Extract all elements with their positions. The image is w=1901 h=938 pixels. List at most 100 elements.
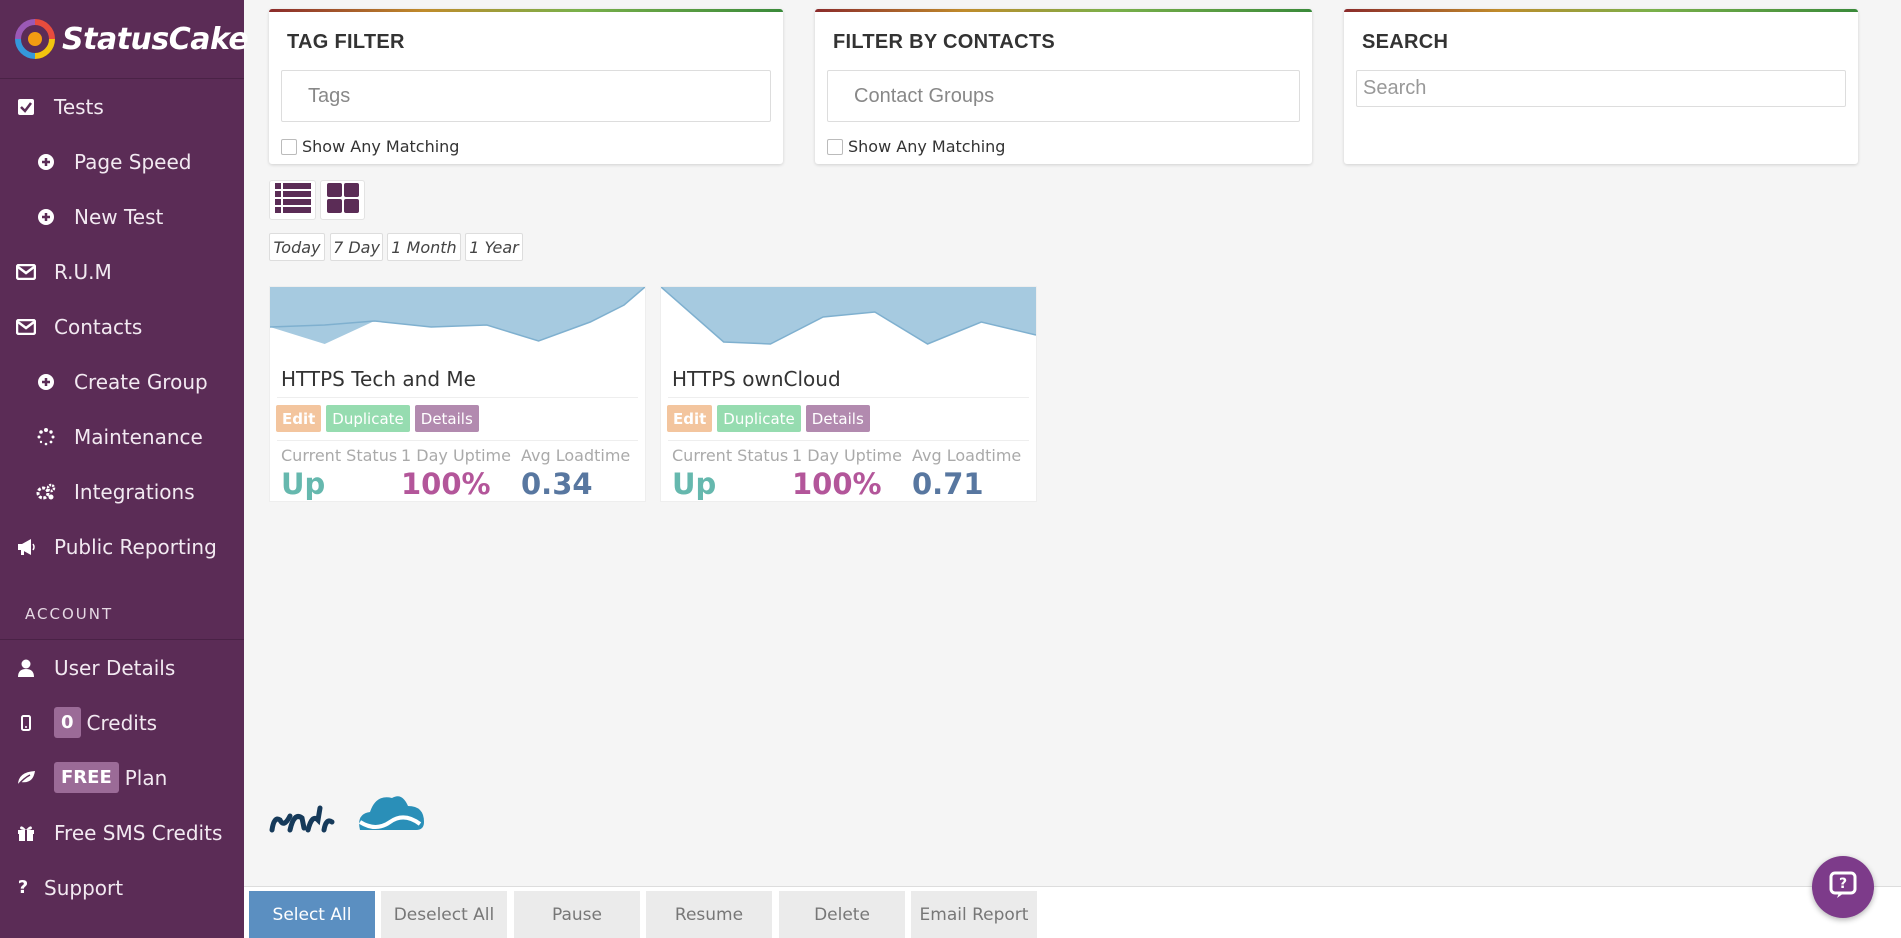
avg-loadtime-label: Avg Loadtime <box>912 446 1022 465</box>
check-square-icon <box>16 97 36 117</box>
test-name[interactable]: HTTPS ownCloud <box>672 367 841 391</box>
select-all-button[interactable]: Select All <box>249 891 375 938</box>
uptime-sparkline <box>270 287 645 344</box>
contact-groups-input[interactable]: Contact Groups <box>827 70 1300 122</box>
sidebar-item-tests[interactable]: Tests <box>0 79 244 134</box>
sidebar-item-free-sms-credits[interactable]: Free SMS Credits <box>0 805 244 860</box>
sidebar-item-new-test[interactable]: New Test <box>0 189 244 244</box>
help-chat-button[interactable]: ? <box>1812 856 1874 918</box>
test-card: HTTPS ownCloud Edit Duplicate Details Cu… <box>660 286 1037 502</box>
divider <box>668 397 1029 398</box>
details-button[interactable]: Details <box>414 405 479 432</box>
sidebar-item-user-details[interactable]: User Details <box>0 640 244 695</box>
envelope-icon <box>16 317 36 337</box>
sidebar-item-label: R.U.M <box>54 259 112 284</box>
cogs-icon <box>36 482 56 502</box>
email-report-button[interactable]: Email Report <box>911 891 1037 938</box>
sidebar-item-contacts[interactable]: Contacts <box>0 299 244 354</box>
edit-button[interactable]: Edit <box>276 405 322 432</box>
current-status-value: Up <box>672 467 717 501</box>
grid-view-icon <box>326 183 359 217</box>
account-nav: User Details 0 Credits FREE Plan Free SM… <box>0 640 244 915</box>
svg-text:?: ? <box>1839 876 1847 892</box>
search-input[interactable]: Search <box>1356 70 1846 107</box>
divider <box>668 440 1029 441</box>
divider <box>277 397 638 398</box>
list-view-button[interactable] <box>269 180 316 220</box>
current-status: Current Status Up <box>281 446 397 501</box>
details-button[interactable]: Details <box>805 405 870 432</box>
sidebar-item-label: New Test <box>74 204 164 229</box>
test-name[interactable]: HTTPS Tech and Me <box>281 367 476 391</box>
list-view-icon <box>274 183 311 217</box>
contacts-show-any-matching-checkbox[interactable] <box>827 138 843 155</box>
spinner-icon <box>36 427 56 447</box>
day-uptime-label: 1 Day Uptime <box>792 446 902 465</box>
sidebar-item-label: Integrations <box>74 479 195 504</box>
sidebar-item-support[interactable]: ? Support <box>0 860 244 915</box>
tag-filter-input[interactable]: Tags <box>281 70 771 122</box>
sidebar-item-rum[interactable]: R.U.M <box>0 244 244 299</box>
statuscake-logo-icon <box>14 18 56 60</box>
search-panel: SEARCH Search <box>1344 9 1858 164</box>
question-icon: ? <box>17 877 29 898</box>
test-actions: Edit Duplicate Details <box>276 405 484 432</box>
avg-loadtime-label: Avg Loadtime <box>521 446 631 465</box>
contacts-filter-panel: FILTER BY CONTACTS Contact Groups Show A… <box>815 9 1312 164</box>
delete-button[interactable]: Delete <box>779 891 905 938</box>
sidebar-item-label: Maintenance <box>74 424 203 449</box>
avg-loadtime-value: 0.71 <box>912 467 984 501</box>
main-nav: Tests Page Speed New Test R.U.M Contacts <box>0 79 244 574</box>
leaf-icon <box>16 768 36 788</box>
tag-filter-panel: TAG FILTER Tags Show Any Matching <box>269 9 783 164</box>
credits-badge: 0 <box>54 707 81 738</box>
current-status-label: Current Status <box>672 446 789 465</box>
grid-view-button[interactable] <box>320 180 365 220</box>
envelope-icon <box>16 262 36 282</box>
divider <box>277 440 638 441</box>
sidebar-item-page-speed[interactable]: Page Speed <box>0 134 244 189</box>
contacts-show-any-matching[interactable]: Show Any Matching <box>827 137 1005 156</box>
tag-show-any-matching-checkbox[interactable] <box>281 138 297 155</box>
sidebar-item-credits[interactable]: 0 Credits <box>0 695 244 750</box>
current-status-label: Current Status <box>281 446 398 465</box>
brand-logo[interactable]: StatusCake <box>0 0 249 79</box>
duplicate-button[interactable]: Duplicate <box>326 405 410 432</box>
test-actions: Edit Duplicate Details <box>667 405 875 432</box>
edit-button[interactable]: Edit <box>667 405 713 432</box>
sidebar-item-integrations[interactable]: Integrations <box>0 464 244 519</box>
mobile-icon <box>16 713 36 733</box>
sidebar-item-label: Plan <box>124 765 168 790</box>
range-7-day[interactable]: 7 Day <box>330 233 383 261</box>
sidebar-item-create-group[interactable]: Create Group <box>0 354 244 409</box>
current-status: Current Status Up <box>672 446 788 501</box>
range-1-year[interactable]: 1 Year <box>465 233 523 261</box>
day-uptime-value: 100% <box>792 467 882 501</box>
test-card: HTTPS Tech and Me Edit Duplicate Details… <box>269 286 646 502</box>
tag-show-any-matching[interactable]: Show Any Matching <box>281 137 459 156</box>
tag-show-any-matching-label: Show Any Matching <box>302 137 460 156</box>
search-title: SEARCH <box>1362 31 1449 53</box>
sidebar-item-label: User Details <box>54 655 176 680</box>
sidebar-item-maintenance[interactable]: Maintenance <box>0 409 244 464</box>
range-today[interactable]: Today <box>269 233 325 261</box>
day-uptime: 1 Day Uptime 100% <box>792 446 902 501</box>
user-icon <box>16 658 36 678</box>
gift-icon <box>16 823 36 843</box>
day-uptime-label: 1 Day Uptime <box>401 446 511 465</box>
resume-button[interactable]: Resume <box>646 891 772 938</box>
sidebar-item-label: Support <box>44 875 124 900</box>
contacts-show-any-matching-label: Show Any Matching <box>848 137 1006 156</box>
duplicate-button[interactable]: Duplicate <box>717 405 801 432</box>
sidebar-item-public-reporting[interactable]: Public Reporting <box>0 519 244 574</box>
tag-filter-title: TAG FILTER <box>287 31 405 53</box>
deselect-all-button[interactable]: Deselect All <box>381 891 507 938</box>
pause-button[interactable]: Pause <box>514 891 640 938</box>
sidebar: StatusCake Tests Page Speed New Test R.U… <box>0 0 249 938</box>
current-status-value: Up <box>281 467 326 501</box>
day-uptime-value: 100% <box>401 467 491 501</box>
sidebar-item-plan[interactable]: FREE Plan <box>0 750 244 805</box>
plus-circle-icon <box>36 372 56 392</box>
account-section-heading: ACCOUNT <box>0 588 244 640</box>
range-1-month[interactable]: 1 Month <box>387 233 461 261</box>
